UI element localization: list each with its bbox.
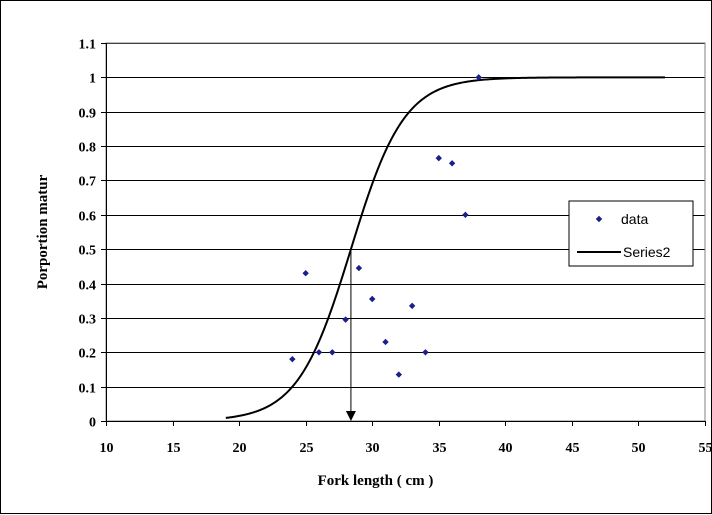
x-tick-label: 25 [300, 441, 314, 456]
x-tick-label: 20 [233, 441, 247, 456]
y-tick-label: 1 [89, 72, 96, 87]
y-tick-label: 0 [89, 416, 96, 431]
data-point [422, 349, 428, 355]
data-point [369, 296, 375, 302]
x-tick-label: 55 [699, 441, 712, 456]
x-tick-label: 35 [433, 441, 447, 456]
x-tick-label: 40 [499, 441, 513, 456]
x-tick-labels: 10 15 20 25 30 35 40 45 50 55 [100, 441, 712, 456]
data-point [329, 349, 335, 355]
y-tick-label: 0.1 [79, 382, 97, 397]
x-tick-label: 50 [632, 441, 646, 456]
y-tick-label: 0.8 [79, 141, 97, 156]
data-point [316, 349, 322, 355]
y-tick-label: 0.4 [79, 279, 97, 294]
data-point [449, 160, 455, 166]
y-tick-label: 0.2 [79, 347, 97, 362]
y-tick-label: 0.6 [79, 210, 97, 225]
legend: data Series2 [569, 201, 693, 266]
data-point [396, 371, 402, 377]
y-tick-label: 0.3 [79, 313, 97, 328]
data-point [382, 339, 388, 345]
y-tick-label: 0.7 [79, 175, 97, 190]
data-point [289, 356, 295, 362]
y-tick-label: 1.1 [79, 38, 97, 53]
x-tick-label: 30 [366, 441, 380, 456]
y-tick-label: 0.9 [79, 107, 97, 122]
y-axis-title: Porportion matur [35, 174, 51, 289]
x-axis-title: Fork length ( cm ) [318, 473, 434, 489]
x-tick-label: 10 [100, 441, 114, 456]
data-point [409, 303, 415, 309]
data-point [342, 316, 348, 322]
y-tick-labels: 0 0.1 0.2 0.3 0.4 0.5 0.6 0.7 0.8 0.9 1 1.1 [79, 38, 97, 431]
legend-label-data: data [621, 211, 648, 227]
x-tick-label: 45 [566, 441, 580, 456]
data-point [356, 265, 362, 271]
data-point [462, 212, 468, 218]
data-point [302, 270, 308, 276]
data-point [436, 155, 442, 161]
x-tick-label: 15 [167, 441, 181, 456]
data-points [289, 74, 482, 378]
legend-label-series2: Series2 [623, 244, 671, 260]
y-tick-label: 0.5 [79, 244, 97, 259]
